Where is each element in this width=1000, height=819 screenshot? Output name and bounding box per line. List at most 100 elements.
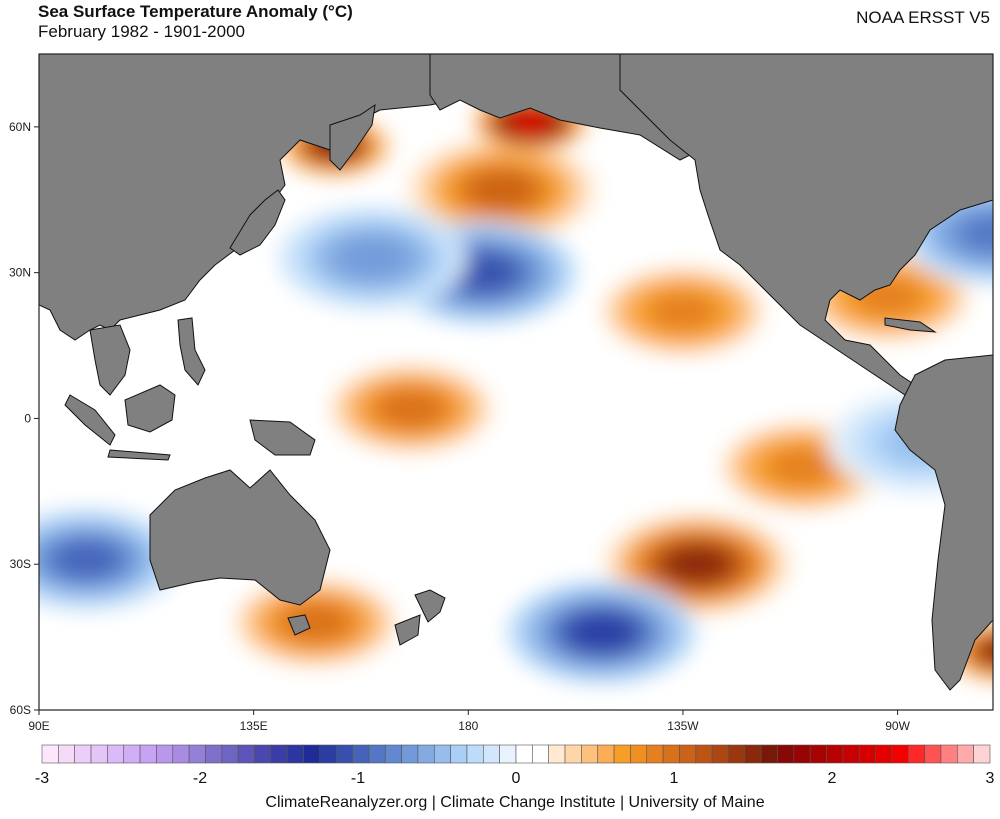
colorbar-tick-label: 1 [670,770,679,787]
colorbar-tick-label: 2 [828,770,837,787]
x-tick-label: 135W [667,719,699,733]
colorbar-swatch [630,744,648,764]
anomaly-blob-6 [376,389,446,428]
anomaly-blob-10 [567,613,637,652]
colorbar-swatch [858,744,876,764]
anomaly-blob-0 [467,171,536,209]
colorbar-swatch [646,744,664,764]
y-axis: 60N 30N 0 30S 60S [9,120,39,717]
colorbar-swatch [41,744,59,764]
colorbar-swatch [368,744,386,764]
y-tick-label: 30N [9,266,31,280]
colorbar-swatch [107,744,125,764]
map-frame [38,53,994,711]
y-tick-label: 60S [10,703,31,717]
colorbar-swatch [744,744,762,764]
x-tick-label: 90W [885,719,910,733]
dataset-label: NOAA ERSST V5 [856,8,990,27]
land-cuba [884,317,937,333]
colorbar-swatch [483,744,500,764]
colorbar-swatch [335,744,353,764]
chart-title: Sea Surface Temperature Anomaly (°C) [38,2,353,21]
colorbar-swatch [450,744,468,764]
land-new-zealand-south [394,614,421,646]
anomaly-blob-5 [648,292,718,331]
colorbar-swatch [613,744,631,764]
land-borneo [124,384,176,433]
land-asia [39,54,521,341]
colorbar-swatch [237,744,255,764]
colorbar-swatch [58,744,75,764]
colorbar-swatch [891,744,909,764]
land-north-america [619,54,993,396]
credit-line: ClimateReanalyzer.org | Climate Change I… [265,794,765,811]
colorbar-swatch [172,744,190,764]
colorbar-tick-label: -2 [193,770,207,787]
land-new-zealand-north [414,589,446,623]
colorbar-swatch [564,744,582,764]
x-axis: 90E 135E 180 135W 90W [28,710,911,733]
colorbar-swatch [662,744,680,764]
colorbar-swatch [842,744,860,764]
anomaly-blob-1 [509,110,551,134]
colorbar-swatch [499,744,517,764]
colorbar-swatch [466,744,484,764]
chart-subtitle: February 1982 - 1901-2000 [38,22,245,41]
land-philippines [177,317,206,386]
y-tick-label: 30S [10,557,31,571]
anomaly-blob-9 [663,545,732,584]
colorbar-swatch [254,744,272,764]
anomaly-blob-15 [958,214,993,253]
landmasses [39,54,993,691]
colorbar-swatch [548,744,566,764]
colorbar-swatch [809,744,827,764]
colorbar-swatch [90,744,108,764]
anomaly-blob-4 [338,239,408,277]
colorbar-swatch [826,744,844,764]
colorbar-swatch [793,744,811,764]
colorbar-swatch [875,744,893,764]
colorbar-swatch [303,744,321,764]
colorbar-swatch [760,744,778,764]
land-new-guinea [249,419,316,456]
colorbar-swatch [205,744,223,764]
anomaly-blob-13 [982,641,993,662]
colorbar-swatch [319,744,337,764]
colorbar-swatch [581,744,599,764]
land-java [107,449,171,461]
colorbar-swatch [123,744,141,764]
x-tick-label: 135E [240,719,268,733]
colorbar-swatch [924,744,942,764]
colorbar-swatch [728,744,746,764]
colorbar-swatch [515,744,533,764]
colorbar-tick-label: -1 [351,770,365,787]
colorbar-swatch [188,744,206,764]
anomaly-blob-7 [768,448,837,486]
colorbar-swatch [940,744,958,764]
colorbar-swatch [777,744,795,764]
colorbar-swatch [221,744,239,764]
colorbar-swatch [711,744,729,764]
colorbar-swatch [74,744,92,764]
colorbar-swatch [597,744,615,764]
land-indochina [89,324,131,396]
colorbar-swatch [401,744,419,764]
colorbar-swatch [532,744,549,764]
colorbar-swatch [433,744,451,764]
land-sumatra [64,394,116,446]
land-kamchatka [329,103,376,171]
colorbar [41,744,991,764]
colorbar-swatch [907,744,925,764]
colorbar-swatch [695,744,713,764]
colorbar-swatch [384,744,402,764]
colorbar-swatch [352,744,370,764]
colorbar-ticks: -3 -2 -1 0 1 2 3 [35,770,995,787]
land-australia [149,469,331,606]
x-tick-label: 90E [28,719,49,733]
land-japan [229,189,286,256]
land-south-america [894,354,993,691]
x-tick-label: 180 [458,719,478,733]
colorbar-swatch [679,744,697,764]
colorbar-swatch [286,744,304,764]
